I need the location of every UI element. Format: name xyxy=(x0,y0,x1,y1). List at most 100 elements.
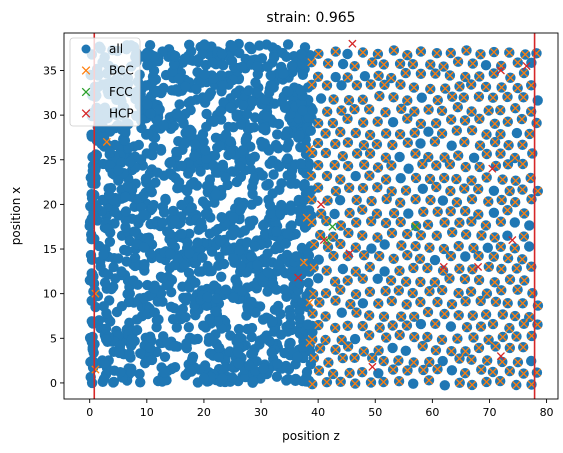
point-all xyxy=(98,249,109,260)
point-bcc xyxy=(351,290,361,299)
point-bcc xyxy=(489,69,498,78)
point-bcc xyxy=(511,312,520,321)
point-all xyxy=(186,46,197,57)
point-bcc xyxy=(329,95,338,104)
point-bcc xyxy=(484,106,493,115)
point-bcc xyxy=(387,187,396,196)
point-bcc xyxy=(489,252,498,261)
point-all xyxy=(480,59,492,71)
point-bcc xyxy=(299,258,308,267)
point-bcc xyxy=(366,149,375,158)
point-all xyxy=(257,123,269,134)
point-all xyxy=(150,177,161,188)
point-all xyxy=(269,52,280,63)
point-all xyxy=(100,323,112,334)
point-all xyxy=(202,187,213,198)
point-bcc xyxy=(402,321,411,330)
point-all xyxy=(246,331,257,343)
point-all xyxy=(241,109,253,120)
point-bcc xyxy=(374,346,383,355)
point-all xyxy=(128,226,140,237)
point-bcc xyxy=(513,84,522,93)
point-all xyxy=(276,199,287,211)
point-all xyxy=(192,237,203,248)
point-bcc xyxy=(423,332,432,342)
point-all xyxy=(193,56,204,68)
point-bcc xyxy=(505,186,514,196)
point-all xyxy=(159,367,170,378)
point-all xyxy=(180,312,191,323)
point-all xyxy=(227,253,239,264)
point-all xyxy=(281,51,292,62)
point-bcc xyxy=(337,335,346,344)
point-all xyxy=(84,275,96,286)
point-all xyxy=(262,266,274,278)
point-bcc xyxy=(424,105,433,114)
point-all xyxy=(138,209,149,221)
point-bcc xyxy=(491,342,500,351)
point-bcc xyxy=(322,81,332,90)
legend-marker xyxy=(81,109,91,118)
point-bcc xyxy=(521,50,530,59)
point-bcc xyxy=(410,333,419,342)
point-all xyxy=(113,253,124,264)
point-bcc xyxy=(445,274,454,283)
point-bcc xyxy=(488,367,497,377)
point-all xyxy=(210,306,221,317)
point-bcc xyxy=(345,368,354,378)
point-all xyxy=(200,153,212,164)
y-tick-label: 0 xyxy=(50,377,57,390)
point-bcc xyxy=(533,301,542,310)
point-all xyxy=(212,316,223,327)
point-bcc xyxy=(454,289,463,298)
point-bcc xyxy=(418,342,427,351)
point-hcp xyxy=(319,236,328,245)
point-all xyxy=(148,283,160,294)
point-bcc xyxy=(365,171,374,180)
point-all xyxy=(217,80,229,91)
point-bcc xyxy=(513,285,522,294)
x-tick-label: 30 xyxy=(254,406,268,419)
point-all xyxy=(122,181,133,192)
point-all xyxy=(294,313,305,324)
point-all xyxy=(290,178,301,189)
point-all xyxy=(262,248,273,259)
point-all xyxy=(281,142,293,153)
point-bcc xyxy=(352,195,361,205)
point-bcc xyxy=(513,58,522,67)
point-bcc xyxy=(497,83,506,92)
point-bcc xyxy=(387,228,397,238)
point-all xyxy=(248,376,259,387)
point-bcc xyxy=(511,198,520,207)
point-bcc xyxy=(410,128,419,137)
y-tick-label: 20 xyxy=(43,198,57,211)
point-bcc xyxy=(510,244,519,253)
point-all xyxy=(176,160,187,171)
point-all xyxy=(312,273,324,284)
point-all xyxy=(171,108,182,119)
point-bcc xyxy=(462,46,471,55)
point-bcc xyxy=(518,299,527,308)
point-bcc xyxy=(504,141,513,150)
point-all xyxy=(199,69,210,80)
point-all xyxy=(199,360,211,371)
point-all xyxy=(295,142,306,153)
point-all xyxy=(237,100,249,111)
point-all xyxy=(202,91,213,103)
point-all xyxy=(124,156,136,168)
point-all xyxy=(186,202,197,213)
point-bcc xyxy=(433,96,442,105)
point-all xyxy=(294,216,306,227)
point-bcc xyxy=(331,187,340,196)
point-all xyxy=(200,199,212,210)
legend-item: BCC xyxy=(81,64,134,78)
point-bcc xyxy=(308,309,317,318)
point-all xyxy=(305,125,316,136)
point-all xyxy=(164,228,176,239)
point-bcc xyxy=(426,84,435,94)
point-bcc xyxy=(314,366,324,375)
point-bcc xyxy=(512,380,521,390)
point-all xyxy=(273,143,284,154)
point-bcc xyxy=(366,378,376,387)
point-all xyxy=(299,178,310,190)
